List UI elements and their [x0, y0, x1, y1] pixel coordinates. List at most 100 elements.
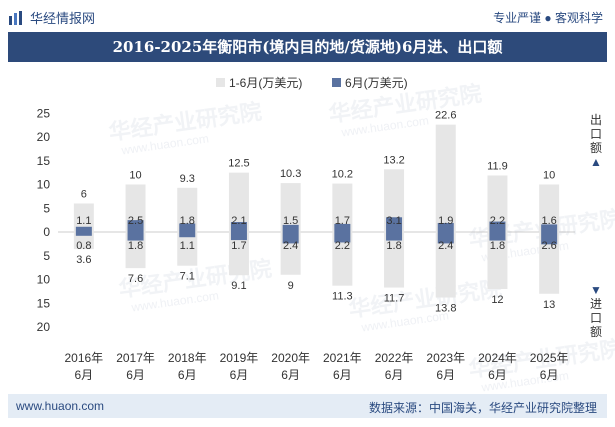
- y-tick-label: 0: [43, 225, 50, 239]
- bar-monthly-export: [541, 224, 558, 232]
- bar-cumulative-export: [280, 183, 301, 232]
- bar-monthly-export: [75, 226, 92, 232]
- label-cumulative-export: 10.3: [280, 168, 301, 180]
- label-monthly-export: 1.8: [180, 215, 195, 227]
- y-tick-label: 5: [43, 201, 50, 215]
- label-monthly-export: 2.2: [490, 215, 505, 227]
- bar-cumulative-import: [228, 232, 249, 276]
- legend-swatch-cumulative: [216, 78, 225, 87]
- side-label-export-char: 出: [590, 113, 602, 127]
- category-group: 13.2 11.7 3.1 1.8 2022年 6月: [375, 154, 414, 382]
- x-tick-label-month: 6月: [488, 368, 507, 382]
- category-group: 11.9 12 2.2 1.8 2024年 6月: [478, 160, 517, 382]
- x-tick-label-year: 2018年: [168, 351, 207, 365]
- bar-cumulative-export: [539, 184, 560, 232]
- label-monthly-import: 2.2: [335, 240, 350, 252]
- footer-url[interactable]: www.huaon.com: [16, 399, 105, 413]
- bar-monthly-export: [127, 220, 144, 232]
- category-group: 22.6 13.8 1.9 2.4 2023年 6月: [426, 110, 465, 382]
- x-tick-label-year: 2024年: [478, 351, 517, 365]
- label-cumulative-import: 11.7: [384, 293, 405, 305]
- bar-cumulative-import: [539, 232, 560, 294]
- label-cumulative-export: 13.2: [383, 154, 404, 166]
- arrow-down-icon: ▼: [590, 283, 602, 297]
- bar-cumulative-export: [228, 172, 249, 232]
- x-tick-label-month: 6月: [333, 368, 352, 382]
- label-cumulative-export: 10: [543, 170, 555, 182]
- label-monthly-export: 1.9: [438, 215, 453, 227]
- bar-monthly-import: [179, 232, 196, 238]
- label-cumulative-import: 9: [288, 280, 294, 292]
- bar-monthly-import: [334, 232, 351, 243]
- bar-monthly-import: [75, 232, 92, 236]
- x-tick-label-month: 6月: [385, 368, 404, 382]
- side-label-export-char: 口: [590, 127, 602, 141]
- bar-cumulative-import: [125, 232, 146, 269]
- brand[interactable]: 华经情报网: [8, 8, 95, 27]
- x-tick-label-year: 2019年: [220, 351, 259, 365]
- label-monthly-import: 2.4: [283, 240, 298, 252]
- label-monthly-export: 1.6: [542, 215, 557, 227]
- label-cumulative-export: 6: [81, 189, 87, 201]
- y-tick-label: 5: [43, 249, 50, 263]
- label-cumulative-export: 9.3: [180, 173, 195, 185]
- bar-monthly-import: [230, 232, 247, 241]
- label-monthly-export: 1.1: [76, 215, 91, 227]
- label-monthly-import: 2.6: [542, 240, 557, 252]
- bar-cumulative-import: [487, 232, 508, 289]
- label-monthly-export: 3.1: [386, 215, 401, 227]
- x-tick-label-month: 6月: [436, 368, 455, 382]
- side-label-export-char: 额: [590, 141, 602, 155]
- bar-cumulative-import: [384, 232, 405, 288]
- label-cumulative-import: 7.1: [180, 271, 195, 283]
- chart: 华经产业研究院www.huaon.com华经产业研究院www.huaon.com…: [37, 76, 615, 394]
- label-cumulative-export: 10.2: [332, 169, 353, 181]
- x-tick-label-month: 6月: [230, 368, 249, 382]
- category-group: 10 13 1.6 2.6 2025年 6月: [530, 170, 569, 383]
- bar-cumulative-export: [435, 124, 456, 232]
- label-monthly-import: 2.4: [438, 240, 453, 252]
- label-monthly-export: 1.5: [283, 215, 298, 227]
- y-tick-label: 15: [37, 296, 51, 310]
- legend-label-cumulative: 1-6月(万美元): [229, 76, 302, 90]
- legend-swatch-monthly: [332, 78, 341, 87]
- bar-cumulative-export: [332, 183, 353, 232]
- bar-cumulative-export: [487, 175, 508, 232]
- label-cumulative-export: 12.5: [228, 158, 249, 170]
- bar-monthly-export: [386, 217, 403, 232]
- label-cumulative-import: 13: [543, 299, 555, 311]
- x-tick-label-year: 2020年: [271, 351, 310, 365]
- category-group: 9.3 7.1 1.8 1.1 2018年 6月: [168, 173, 207, 382]
- x-tick-label-year: 2023年: [426, 351, 465, 365]
- label-cumulative-import: 7.6: [128, 273, 143, 285]
- label-cumulative-import: 9.1: [231, 280, 246, 292]
- label-monthly-import: 1.8: [490, 240, 505, 252]
- x-tick-label-month: 6月: [178, 368, 197, 382]
- bar-monthly-export: [282, 224, 299, 232]
- label-cumulative-import: 12: [491, 294, 503, 306]
- brand-name: 华经情报网: [30, 11, 96, 26]
- bar-monthly-import: [127, 232, 144, 241]
- side-label-import-char: 进: [590, 297, 602, 311]
- brand-logo-icon: [9, 10, 22, 25]
- legend-label-monthly: 6月(万美元): [345, 76, 408, 90]
- footer-source: 数据来源：中国海关，华经产业研究院整理: [368, 401, 597, 415]
- side-label-import-char: 口: [590, 311, 602, 325]
- bar-monthly-export: [437, 222, 454, 232]
- x-tick-label-month: 6月: [126, 368, 145, 382]
- y-tick-label: 10: [37, 178, 51, 192]
- y-tick-label: 20: [37, 130, 51, 144]
- side-label-import-char: 额: [590, 325, 602, 339]
- bar-monthly-import: [386, 232, 403, 241]
- label-monthly-export: 1.7: [335, 215, 350, 227]
- label-monthly-export: 2.1: [231, 215, 246, 227]
- label-monthly-import: 1.1: [180, 240, 195, 252]
- y-tick-label: 25: [37, 106, 51, 120]
- legend: 1-6月(万美元) 6月(万美元): [216, 76, 408, 90]
- x-tick-label-year: 2016年: [64, 351, 103, 365]
- label-monthly-import: 1.7: [231, 240, 246, 252]
- x-tick-label-month: 6月: [540, 368, 559, 382]
- top-bar: 华经情报网 专业严谨 ● 客观科学: [0, 0, 615, 32]
- bar-monthly-export: [179, 223, 196, 232]
- y-tick-label: 15: [37, 154, 51, 168]
